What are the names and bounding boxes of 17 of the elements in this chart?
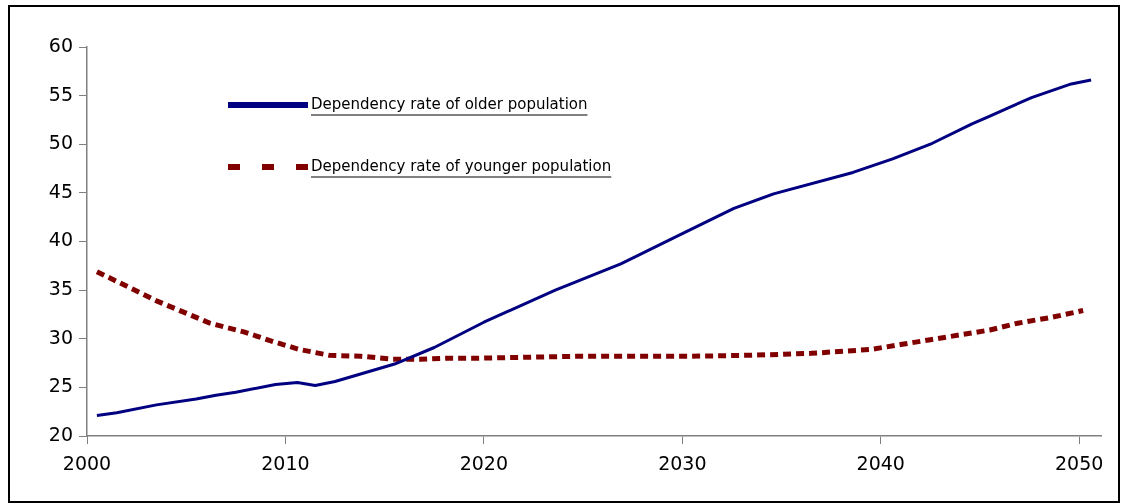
x-tick-label: 2020 bbox=[459, 452, 509, 475]
y-tick-label: 45 bbox=[48, 179, 73, 202]
y-tick-label: 35 bbox=[48, 277, 73, 300]
x-tick-label: 2010 bbox=[261, 452, 310, 475]
y-tick-label: 50 bbox=[48, 131, 73, 154]
y-tick-label: 55 bbox=[48, 82, 73, 105]
x-tick-label: 2050 bbox=[1054, 452, 1104, 475]
legend-label: Dependency rate of older population bbox=[311, 94, 588, 113]
y-tick-label: 20 bbox=[48, 422, 73, 445]
x-tick-label: 2000 bbox=[62, 452, 112, 475]
y-tick-label: 25 bbox=[48, 374, 73, 397]
legend-label: Dependency rate of younger population bbox=[311, 156, 612, 175]
x-tick-label: 2030 bbox=[658, 452, 707, 475]
y-tick-label: 40 bbox=[48, 228, 73, 251]
y-tick-label: 30 bbox=[48, 325, 73, 348]
x-tick-label: 2040 bbox=[856, 452, 905, 475]
y-tick-label: 60 bbox=[48, 33, 73, 56]
